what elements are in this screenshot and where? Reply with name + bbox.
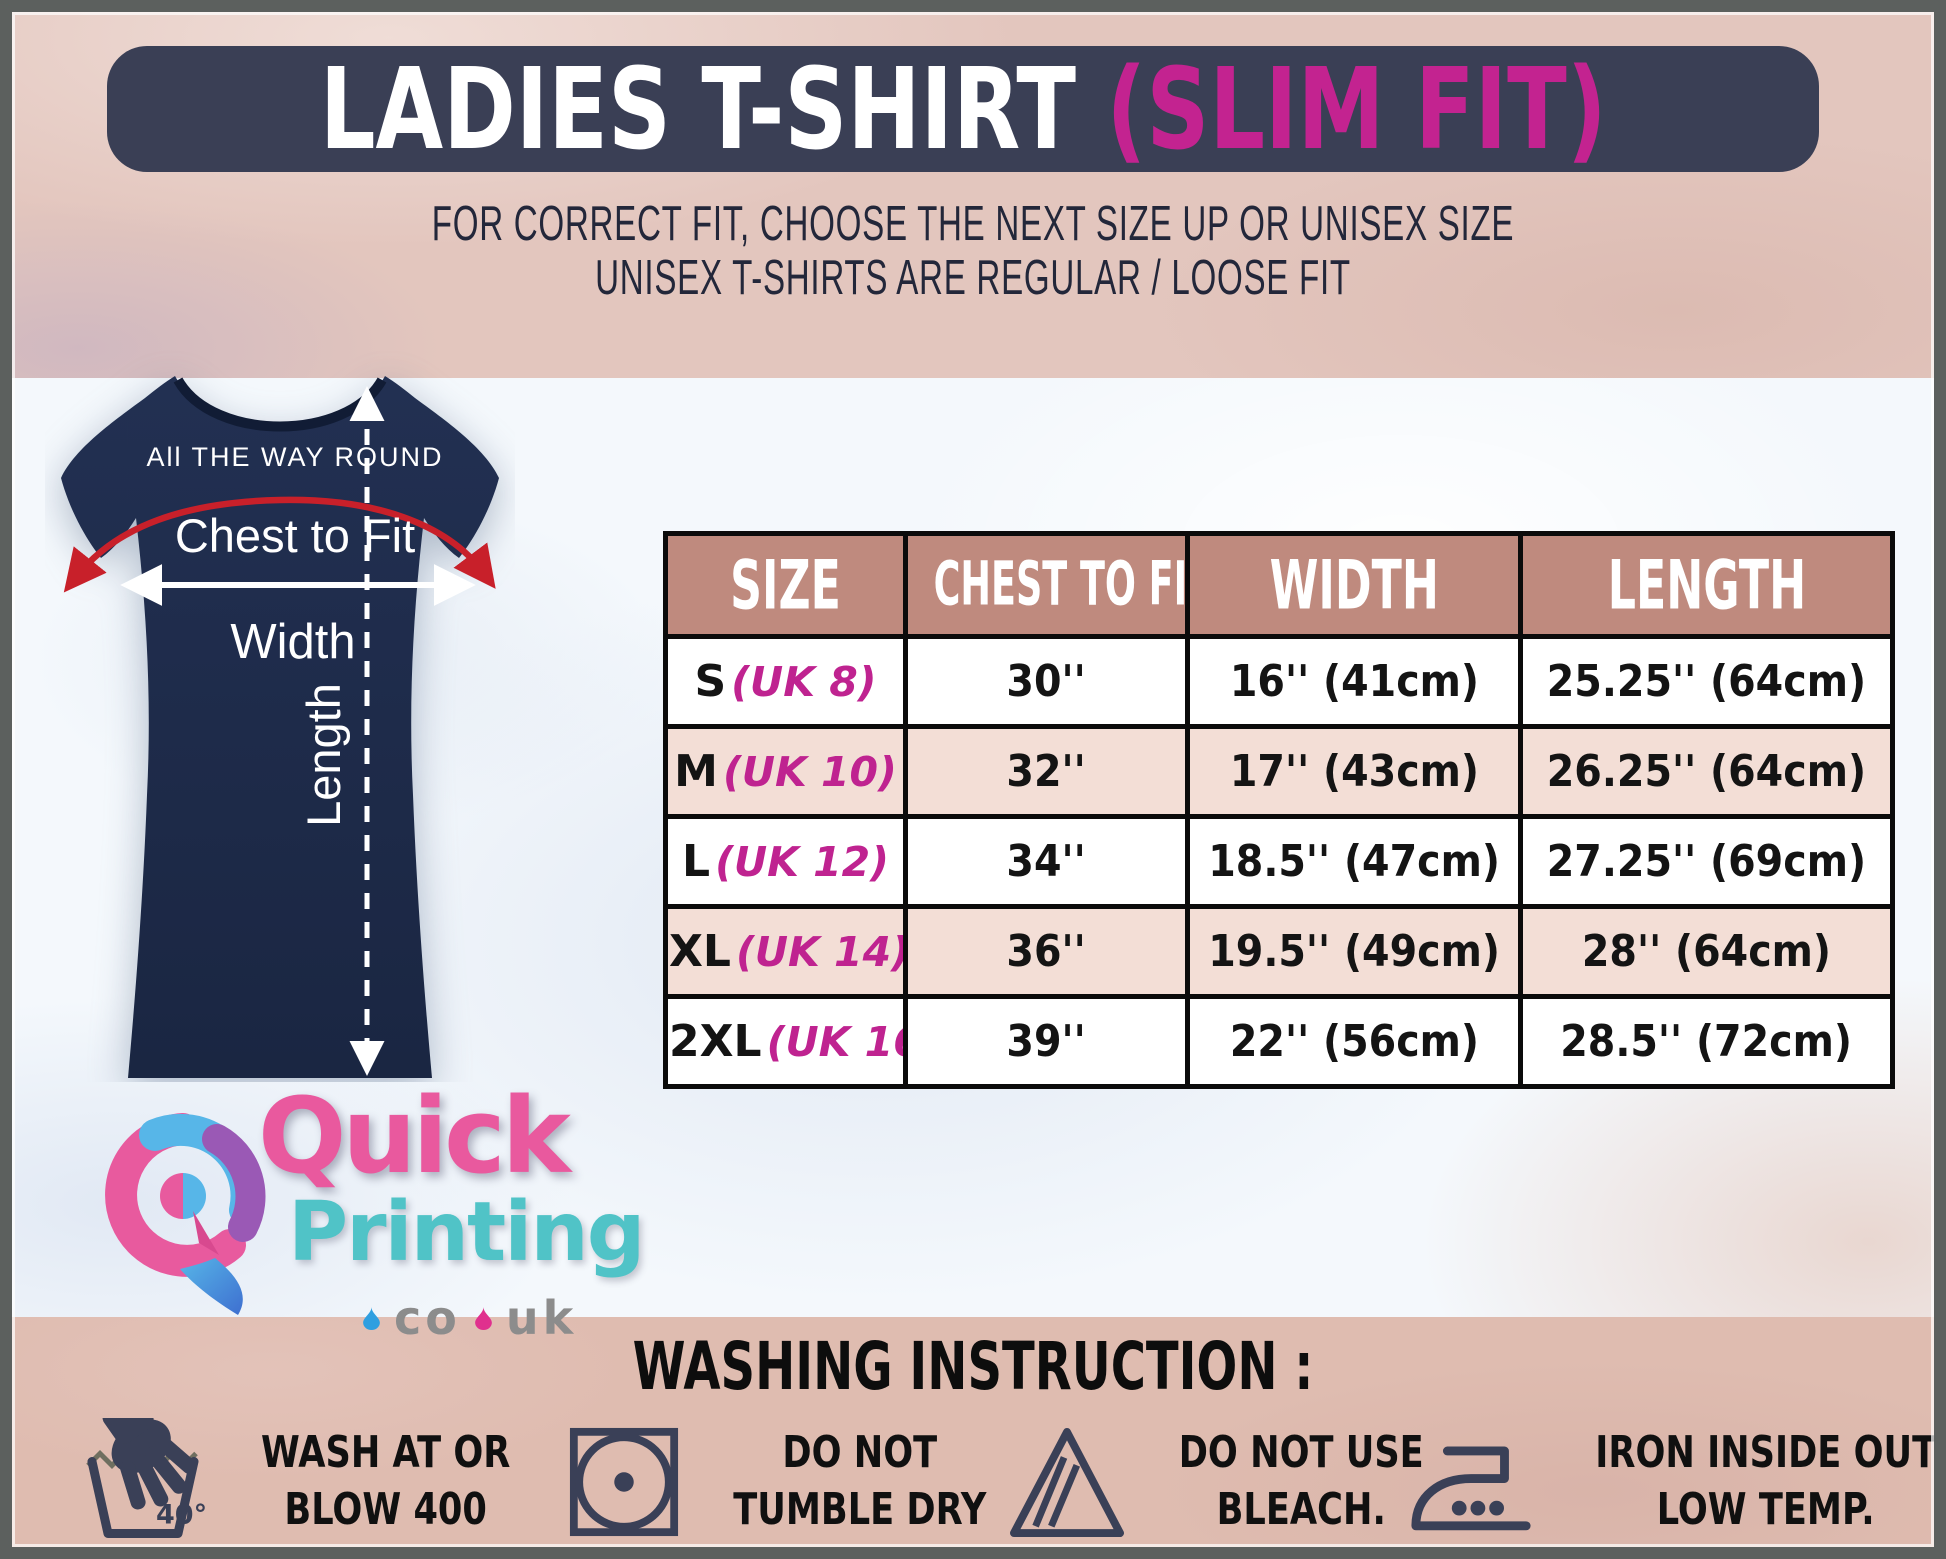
chest-cell: 30'' [903,634,1190,729]
width-cell: 19.5'' (49cm) [1185,904,1523,999]
table-row: XL (UK 14) 36'' 19.5'' (49cm) 28'' (64cm) [663,904,1895,999]
logo-suffix-uk: uk [505,1291,578,1345]
width-cell: 17'' (43cm) [1185,724,1523,819]
width-cell: 16'' (41cm) [1185,634,1523,729]
size-chart-table: SIZE CHEST TO FIT WIDTH LENGTH S (UK 8) 3… [663,531,1895,1089]
uk-size-label: (UK 8) [731,658,877,706]
logo-word-quick: Quick [258,1075,571,1197]
wash-item-label: DO NOT TUMBLE DRY [733,1428,987,1535]
uk-size-label: (UK 16) [766,1018,901,1066]
chest-cell: 36'' [903,904,1190,999]
length-cell: 28'' (64cm) [1518,904,1895,999]
logo-domain-suffix: co uk [363,1291,577,1345]
page-title-main: LADIES T-SHIRT [319,43,1107,175]
wash-item-hand-wash: 40° WASH AT OR BLOW 400 [78,1412,527,1552]
width-label: Width [230,615,355,669]
wash-item-no-bleach: DO NOT USE BLEACH. [1008,1412,1440,1552]
watercolor-bottom-band [0,1317,1946,1559]
logo-suffix-co: co [394,1291,461,1345]
subtitle-line-2: UNISEX T-SHIRTS ARE REGULAR / LOOSE FIT [595,249,1351,305]
logo-swirl-icon [105,1113,266,1315]
quick-printing-logo: Quick Printing co uk [95,1075,645,1345]
length-label: Length [297,683,350,827]
size-cell: M (UK 10) [663,724,908,819]
column-header-chest: CHEST TO FIT [903,531,1190,639]
wash-item-label: IRON INSIDE OUT LOW TEMP. [1595,1428,1937,1535]
wash-item-label: WASH AT OR BLOW 400 [261,1428,511,1535]
table-header-row: SIZE CHEST TO FIT WIDTH LENGTH [663,531,1895,639]
pink-drop-icon [475,1306,492,1330]
size-cell: 2XL(UK 16) [663,994,908,1089]
washing-instruction-heading: WASHING INSTRUCTION : [632,1328,1314,1406]
table-row: 2XL(UK 16) 39'' 22'' (56cm) 28.5'' (72cm… [663,994,1895,1089]
length-cell: 26.25'' (64cm) [1518,724,1895,819]
logo-word-printing: Printing [288,1185,645,1280]
chest-cell: 32'' [903,724,1190,819]
table-row: M (UK 10) 32'' 17'' (43cm) 26.25'' (64cm) [663,724,1895,819]
length-cell: 27.25'' (69cm) [1518,814,1895,909]
size-cell: L (UK 12) [663,814,908,909]
uk-size-label: (UK 10) [722,748,897,796]
wash-item-no-tumble-dry: DO NOT TUMBLE DRY [568,1412,1004,1552]
size-cell: XL (UK 14) [663,904,908,999]
column-header-size: SIZE [663,531,908,639]
page-title: LADIES T-SHIRT (SLIM FIT) [320,44,1607,175]
wash-temp-label: 40° [156,1500,207,1531]
width-cell: 18.5'' (47cm) [1185,814,1523,909]
wash-item-iron-low: IRON INSIDE OUT LOW TEMP. [1408,1412,1946,1552]
tshirt-silhouette [61,376,499,1078]
subtitle-line-1: FOR CORRECT FIT, CHOOSE THE NEXT SIZE UP… [431,195,1515,251]
chest-cell: 34'' [903,814,1190,909]
uk-size-label: (UK 12) [715,838,889,886]
size-cell: S (UK 8) [663,634,908,729]
title-banner: LADIES T-SHIRT (SLIM FIT) [107,44,1819,175]
hand-wash-icon: 40° [86,1418,207,1538]
wash-item-label: DO NOT USE BLEACH. [1178,1428,1424,1535]
chest-to-fit-label: Chest to Fit [175,509,415,562]
iron-inside-out-icon [1411,1446,1531,1531]
all-the-way-round-label: All THE WAY ROUND [146,442,443,472]
chest-cell: 39'' [903,994,1190,1089]
chest-measure-arrow [63,496,496,593]
page-title-accent: (SLIM FIT) [1106,43,1607,175]
length-cell: 28.5'' (72cm) [1518,994,1895,1089]
width-cell: 22'' (56cm) [1185,994,1523,1089]
uk-size-label: (UK 14) [735,928,906,976]
blue-drop-icon [363,1306,380,1330]
column-header-length: LENGTH [1518,531,1895,639]
do-not-tumble-dry-icon [569,1427,679,1537]
tshirt-diagram-svg: All THE WAY ROUND Chest to Fit Width Len… [61,376,499,1078]
column-header-width: WIDTH [1185,531,1523,639]
length-cell: 25.25'' (64cm) [1518,634,1895,729]
tshirt-measurement-diagram: All THE WAY ROUND Chest to Fit Width Len… [45,350,515,1082]
table-row: S (UK 8) 30'' 16'' (41cm) 25.25'' (64cm) [663,634,1895,729]
table-row: L (UK 12) 34'' 18.5'' (47cm) 27.25'' (69c… [663,814,1895,909]
do-not-bleach-icon [1010,1427,1124,1537]
